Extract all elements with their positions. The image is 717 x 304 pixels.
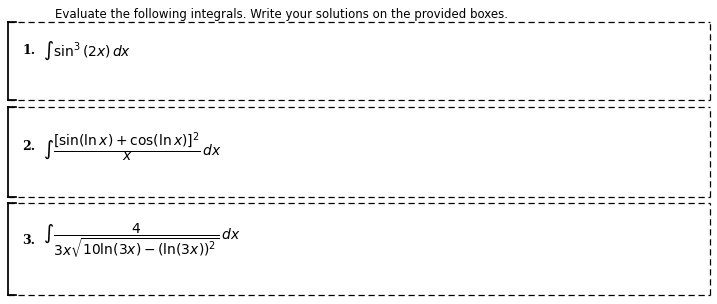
Text: $\int \dfrac{[\sin(\ln x) + \cos(\ln x)]^2}{x}\, dx$: $\int \dfrac{[\sin(\ln x) + \cos(\ln x)]… [43,130,222,164]
Text: Evaluate the following integrals. Write your solutions on the provided boxes.: Evaluate the following integrals. Write … [55,8,508,21]
Text: 3.: 3. [22,234,35,247]
Text: $\int \dfrac{4}{3x\sqrt{10\ln(3x) - (\ln(3x))^2}}\, dx$: $\int \dfrac{4}{3x\sqrt{10\ln(3x) - (\ln… [43,222,240,260]
Text: $\int \sin^3(2x)\, dx$: $\int \sin^3(2x)\, dx$ [43,40,131,62]
Text: 2.: 2. [22,140,35,154]
Text: 1.: 1. [22,44,35,57]
